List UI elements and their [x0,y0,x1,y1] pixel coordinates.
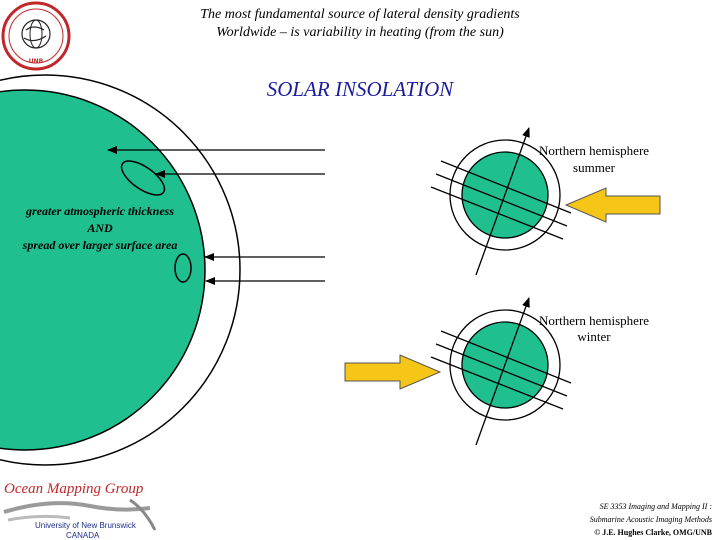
university-country: CANADA [66,531,100,540]
equatorial-footprint [174,253,192,283]
university-name: University of New Brunswick [35,521,136,530]
large-earth [0,74,241,466]
earth-label-line-3: spread over larger surface area [22,238,178,252]
summer-label-line-2: summer [573,160,615,175]
course-line-2: Submarine Acoustic Imaging Methods [589,515,712,524]
earth-disk [0,89,206,451]
svg-text:UNB: UNB [29,58,44,65]
summer-sun-arrow [564,187,661,223]
slide-title: SOLAR INSOLATION [266,77,454,101]
winter-sun-arrow [344,354,442,390]
winter-axis [475,297,530,446]
earth-label-line-1: greater atmospheric thickness [25,204,174,218]
summer-globe [430,127,572,276]
course-line-1: SE 3353 Imaging and Mapping II : [599,502,712,511]
earth-label-line-2: AND [87,221,113,235]
winter-globe [430,297,572,446]
copyright-line: © J.E. Hughes Clarke, OMG/UNB [594,528,712,537]
winter-label-line-2: winter [577,329,611,344]
header-line-1: The most fundamental source of lateral d… [200,7,520,22]
summer-label-line-1: Northern hemisphere [538,143,650,158]
sun-rays [107,146,325,285]
high-latitude-footprint [120,160,166,196]
header-line-2: Worldwide – is variability in heating (f… [216,25,504,40]
unb-logo: UNB [1,1,71,71]
omg-logo-graphic [3,498,157,531]
summer-axis [475,127,530,276]
winter-label-line-1: Northern hemisphere [538,313,650,328]
ocean-mapping-group-logo-text: Ocean Mapping Group [4,481,144,497]
